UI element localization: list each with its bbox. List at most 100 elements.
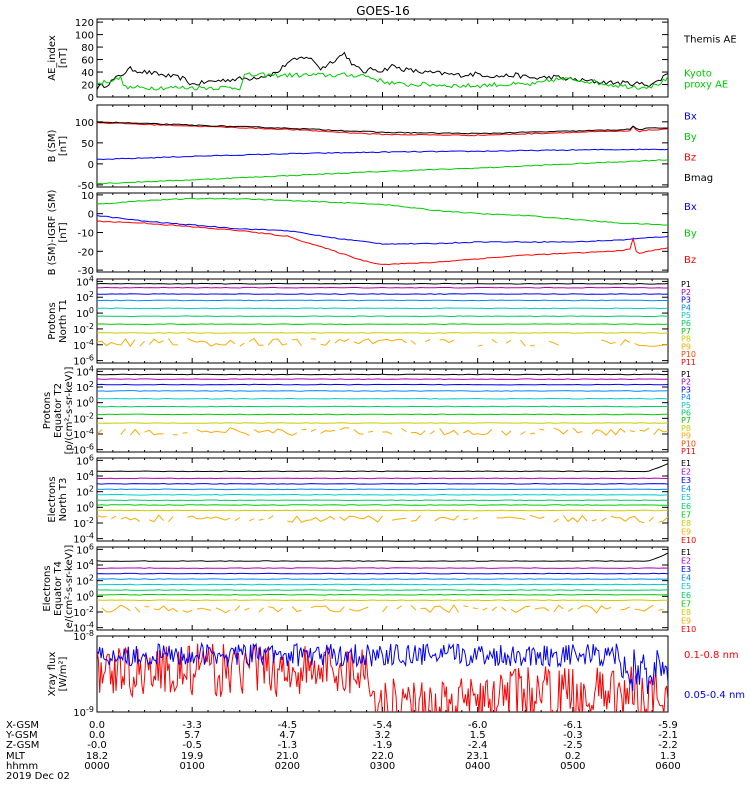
x-row-label: X-GSM bbox=[6, 720, 39, 731]
series-line-p3 bbox=[97, 293, 668, 295]
series-line-p4 bbox=[97, 299, 668, 302]
series-line-e7 bbox=[97, 504, 668, 506]
series-line-p1 bbox=[97, 373, 668, 376]
series-line-p8 bbox=[97, 422, 668, 424]
series-line-xray-long bbox=[97, 643, 668, 712]
series-line-e4 bbox=[97, 578, 668, 580]
y-axis-label: [e/(cm²-s-sr-keV)] bbox=[64, 545, 75, 633]
series-line-kyoto-proxy-ae bbox=[97, 72, 668, 91]
x-row-label: MLT bbox=[6, 751, 26, 762]
y-tick-label: 100 bbox=[76, 589, 94, 603]
series-line-p4 bbox=[97, 390, 668, 392]
y-tick-label: -10 bbox=[78, 229, 94, 240]
legend-entry: P4 bbox=[681, 303, 691, 312]
y-axis-label: [nT] bbox=[58, 48, 69, 68]
panel-frame bbox=[96, 278, 669, 364]
legend-entry: E5 bbox=[681, 582, 691, 591]
y-tick-label: 100 bbox=[76, 500, 94, 514]
x-tick-label: 0.2 bbox=[565, 751, 581, 762]
legend-entry: E3 bbox=[681, 476, 691, 485]
x-tick-label: 0.0 bbox=[89, 730, 105, 741]
y-axis-label: B (SM) bbox=[47, 129, 58, 162]
legend-entry: Bmag bbox=[684, 173, 713, 184]
series-line-p5 bbox=[97, 307, 668, 310]
y-tick-label: 106 bbox=[76, 542, 94, 556]
legend-entry: E5 bbox=[681, 493, 691, 502]
plot-area bbox=[97, 282, 668, 348]
y-tick-label: 104 bbox=[76, 469, 94, 483]
x-tick-label: 0600 bbox=[655, 761, 680, 772]
y-tick-label: 40 bbox=[81, 68, 94, 79]
plot-area bbox=[97, 641, 668, 712]
legend-entry: P8 bbox=[681, 424, 691, 433]
x-tick-label: 4.7 bbox=[279, 730, 295, 741]
x-tick-label: -5.9 bbox=[658, 720, 678, 731]
y-tick-label: 80 bbox=[81, 43, 94, 54]
y-axis-label: [W/m²] bbox=[58, 656, 69, 691]
y-tick-label: 10-4 bbox=[73, 427, 94, 441]
x-tick-label: 0200 bbox=[275, 761, 300, 772]
legend-entry: Bx bbox=[684, 202, 697, 213]
series-line-bz bbox=[97, 122, 668, 137]
panel-bigrf: -30 -20 -10 0 10 B (SM)-IGRF (SM) [nT] Bx By Bz bbox=[47, 190, 697, 278]
x-row-label: hhmm bbox=[6, 761, 38, 772]
series-line-e9 bbox=[102, 605, 668, 613]
series-line-bz bbox=[97, 220, 668, 266]
panel-frame bbox=[96, 457, 669, 542]
y-axis-label: [p/(cm²-s-sr-keV)] bbox=[64, 367, 75, 455]
legend-entry: P1 bbox=[681, 370, 691, 379]
x-tick-label: -2.4 bbox=[468, 740, 488, 751]
series-line-e7 bbox=[97, 593, 668, 596]
panel-frame bbox=[96, 18, 669, 98]
series-line-e4 bbox=[97, 488, 668, 491]
series-line-p7 bbox=[97, 323, 668, 326]
chart-title: GOES-16 bbox=[356, 4, 410, 18]
legend-entry: E6 bbox=[681, 502, 691, 511]
series-line-e2 bbox=[97, 477, 668, 480]
x-tick-label: 3.2 bbox=[375, 730, 391, 741]
x-tick-label: 19.9 bbox=[181, 751, 203, 762]
x-tick-label: -6.1 bbox=[563, 720, 583, 731]
y-tick-label: 10-2 bbox=[73, 605, 94, 619]
series-line-bmag bbox=[97, 121, 668, 135]
y-axis-label: [nT] bbox=[58, 136, 69, 156]
legend-entry: P7 bbox=[681, 416, 691, 425]
y-tick-label: 106 bbox=[76, 453, 94, 467]
x-tick-label: -0.0 bbox=[87, 740, 107, 751]
legend-entry: P3 bbox=[681, 385, 691, 394]
legend-entry: E9 bbox=[681, 616, 691, 625]
y-tick-label: 10-4 bbox=[73, 338, 94, 352]
series-line-bx bbox=[97, 215, 668, 245]
y-tick-label: 10-6 bbox=[73, 354, 94, 368]
y-tick-label: -20 bbox=[78, 247, 94, 258]
x-tick-label: 0000 bbox=[84, 761, 109, 772]
legend-entry: E2 bbox=[681, 557, 691, 566]
series-line-p6 bbox=[97, 315, 668, 318]
series-line-e3 bbox=[97, 572, 668, 575]
legend-entry: P1 bbox=[681, 280, 691, 289]
y-axis-label: Electrons bbox=[42, 565, 53, 611]
x-tick-label: -5.4 bbox=[373, 720, 393, 731]
y-tick-label: 10-4 bbox=[73, 532, 94, 546]
x-tick-label: 1.3 bbox=[660, 751, 676, 762]
legend-entry: P10 bbox=[681, 439, 696, 448]
y-tick-label: 60 bbox=[81, 56, 94, 67]
series-line-e5 bbox=[97, 493, 668, 496]
y-axis-label: Xray flux bbox=[47, 652, 58, 697]
y-axis-label: North T1 bbox=[58, 299, 69, 343]
x-tick-label: 0300 bbox=[370, 761, 395, 772]
panel-frame bbox=[96, 635, 669, 713]
series-line-e6 bbox=[97, 589, 668, 591]
series-line-e8 bbox=[97, 509, 668, 512]
y-tick-label: 0 bbox=[88, 93, 94, 104]
y-tick-label: 104 bbox=[76, 558, 94, 572]
x-tick-label: -2.5 bbox=[563, 740, 583, 751]
legend-entry: proxy AE bbox=[684, 80, 728, 91]
legend-entry: 0.1-0.8 nm bbox=[684, 650, 739, 661]
legend-entry: Themis AE bbox=[683, 35, 737, 46]
legend-entry: E8 bbox=[681, 608, 691, 617]
legend-entry: P7 bbox=[681, 327, 691, 336]
